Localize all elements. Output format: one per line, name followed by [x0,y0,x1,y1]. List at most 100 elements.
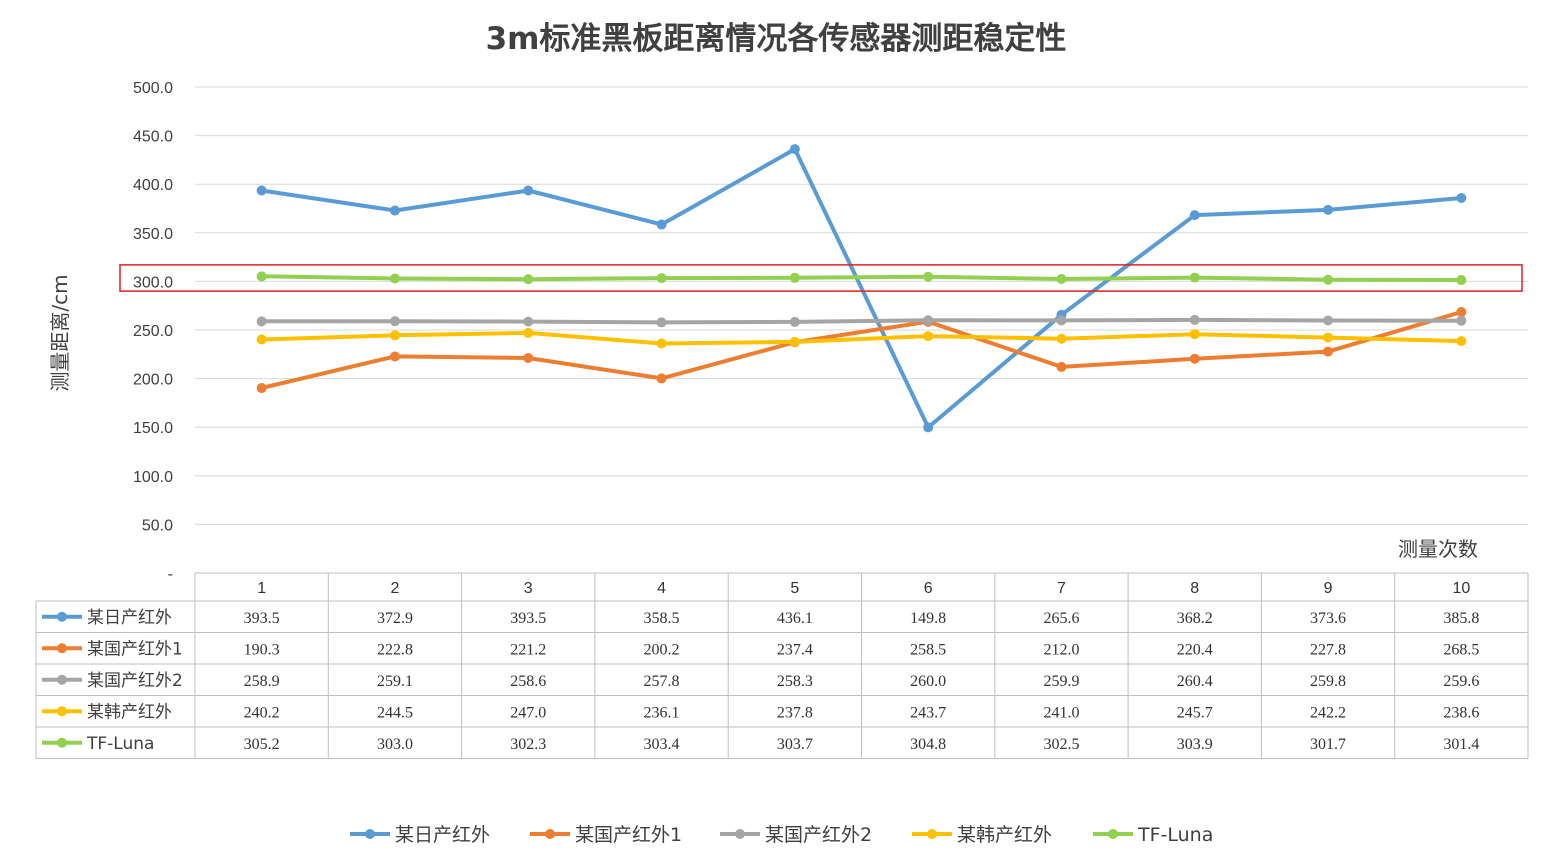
data-point [1189,329,1200,340]
row-series-name: 某日产红外 [87,608,172,628]
y-tick-label: 150.0 [133,420,173,437]
y-tick-label: - [168,566,173,583]
table-cell: 259.8 [1310,673,1346,690]
table-cell: 258.6 [510,673,546,690]
data-point [1456,275,1467,286]
data-point [523,316,534,327]
table-cell: 227.8 [1310,641,1346,658]
legend-label: 某韩产红外 [957,824,1052,846]
data-point [389,330,400,341]
legend-label: TF-Luna [1137,824,1213,846]
data-point [1189,272,1200,283]
data-point [923,331,934,342]
table-cell: 190.3 [244,641,280,658]
table-cell: 436.1 [777,610,813,627]
table-cell: 259.9 [1043,673,1079,690]
series-2 [256,307,1467,394]
x-category-label: 1 [257,580,266,597]
table-cell: 244.5 [377,704,413,721]
data-table: 1 2 3 4 5 6 7 8 9 10 某日产红外 393.5 372.9 393.5 358.5 436.… [35,572,1529,759]
table-cell: 260.4 [1177,673,1213,690]
row-series-name: TF-Luna [86,734,154,754]
data-point [1056,333,1067,344]
data-point [1189,353,1200,364]
data-point [389,273,400,284]
table-cell: 303.0 [377,736,413,753]
row-legend-marker [57,737,67,748]
table-cell: 373.6 [1310,610,1346,627]
data-point [523,352,534,363]
table-cell: 238.6 [1443,704,1479,721]
y-tick-label: 400.0 [133,177,173,194]
y-tick-label: 50.0 [142,517,173,534]
series-4 [256,327,1467,349]
table-cell: 257.8 [644,673,680,690]
table-cell: 393.5 [510,610,546,627]
table-cell: 220.4 [1177,641,1213,658]
legend-marker [365,829,375,839]
series-3 [256,314,1467,328]
series-line [259,317,1464,325]
data-point [656,317,667,328]
table-cell: 304.8 [910,736,946,753]
data-point [656,219,667,230]
data-point [1323,332,1334,343]
data-point [1189,314,1200,325]
table-cell: 237.8 [777,704,813,721]
table-cell: 222.8 [377,641,413,658]
data-point [789,336,800,347]
legend-item: 某国产红外1 [530,824,682,846]
table-cell: 268.5 [1443,641,1479,658]
table-cell: 302.3 [510,736,546,753]
data-point [656,273,667,284]
x-category-label: 3 [524,580,533,597]
y-tick-label: 100.0 [133,469,173,486]
y-axis-title: 测量距离/cm [48,274,72,391]
table-cell: 247.0 [510,704,546,721]
table-cell: 236.1 [644,704,680,721]
data-point [256,185,267,196]
legend-item: 某韩产红外 [912,824,1052,846]
y-tick-label: 200.0 [133,372,173,389]
data-point [1456,315,1467,326]
row-legend-marker [57,611,67,622]
table-cell: 393.5 [244,610,280,627]
series-1 [256,144,1467,433]
table-cell: 258.9 [244,673,280,690]
data-point [1456,193,1467,204]
grid-lines [195,86,1528,525]
legend-marker [735,829,745,839]
legend-marker [1108,829,1118,839]
x-category-label: 8 [1190,580,1199,597]
x-axis-title: 测量次数 [1398,537,1478,561]
table-cell: 200.2 [644,641,680,658]
legend-label: 某国产红外1 [575,824,682,846]
legend-item: 某国产红外2 [720,824,872,846]
data-point [1323,204,1334,215]
data-point [1323,315,1334,326]
table-cell: 242.2 [1310,704,1346,721]
data-point [789,272,800,283]
table-cell: 260.0 [910,673,946,690]
row-series-name: 某国产红外1 [87,639,183,659]
legend-marker [927,829,937,839]
x-category-label: 6 [924,580,933,597]
x-category-label: 2 [390,580,399,597]
y-axis-ticks: - 50.0 100.0 150.0 200.0 250.0 300.0 350.0 400.0… [133,80,173,583]
legend-item: TF-Luna [1093,824,1213,846]
data-point [923,422,934,433]
y-tick-label: 350.0 [133,226,173,243]
table-cell: 303.9 [1177,736,1213,753]
table-cell: 303.4 [644,736,680,753]
table-cell: 243.7 [910,704,946,721]
table-cell: 149.8 [910,610,946,627]
chart-title: 3m标准黑板距离情况各传感器测距稳定性 [486,21,1067,57]
table-cell: 368.2 [1177,610,1213,627]
row-legend-marker [57,674,67,685]
data-point [1456,336,1467,347]
x-category-label: 10 [1452,580,1470,597]
x-category-label: 5 [790,580,799,597]
y-tick-label: 450.0 [133,129,173,146]
data-point [656,373,667,384]
table-cell: 305.2 [244,736,280,753]
